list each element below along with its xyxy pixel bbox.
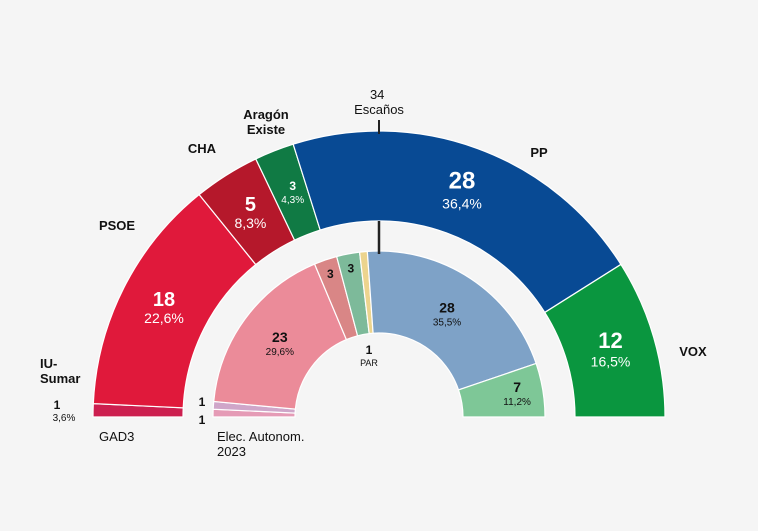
outer-pct-psoe: 22,6% [144, 310, 184, 326]
inner-series-label: Elec. Autonom. 2023 [217, 429, 308, 459]
inner-seats-vox: 7 [513, 379, 521, 395]
outer-seats-cha: 5 [245, 194, 256, 216]
inner-series-label-line-1: Elec. Autonom. [217, 429, 304, 444]
outer-pct-pp: 36,4% [442, 196, 482, 212]
majority-label: 34 Escaños [354, 87, 404, 117]
inner-pct-psoe: 29,6% [266, 347, 294, 358]
party-name-aragon-existe-line-1: Aragón [243, 107, 289, 122]
party-name-pp-line-1: PP [530, 145, 548, 160]
inner-seats-pp: 28 [439, 300, 455, 316]
party-name-iu-sumar-line-2: Sumar [40, 371, 80, 386]
inner-name-par: PAR [360, 358, 378, 368]
majority-seats-text: 34 [370, 87, 384, 102]
outer-ring [92, 130, 666, 418]
outer-seats-iu-sumar: 1 [54, 398, 61, 412]
inner-seats-psoe: 23 [272, 329, 288, 345]
outer-pct-iu-sumar: 3,6% [53, 413, 76, 424]
outer-seats-pp: 28 [449, 168, 476, 195]
outer-pct-cha: 8,3% [234, 215, 266, 231]
outer-series-label: GAD3 [99, 429, 134, 444]
party-name-cha: CHA [188, 141, 217, 156]
inner-seats-cha: 3 [327, 267, 334, 281]
outer-pct-vox: 16,5% [591, 354, 631, 370]
party-name-iu-sumar-line-1: IU- [40, 356, 57, 371]
inner-pct-pp: 35,5% [433, 318, 461, 329]
party-name-psoe-line-1: PSOE [99, 218, 135, 233]
outer-seats-vox: 12 [598, 328, 622, 353]
majority-unit-text: Escaños [354, 102, 404, 117]
inner-ring [212, 250, 546, 418]
party-name-vox: VOX [679, 344, 707, 359]
party-name-aragon-existe: Aragón Existe [243, 107, 289, 137]
inner-slice-pp [366, 250, 537, 391]
party-name-psoe: PSOE [99, 218, 135, 233]
outer-slice-vox [543, 263, 666, 418]
inner-seats-aragon-existe: 3 [348, 262, 355, 276]
party-name-aragon-existe-line-2: Existe [247, 122, 285, 137]
party-name-iu-sumar: IU-Sumar [40, 356, 80, 386]
inner-series-label-line-2: 2023 [217, 444, 246, 459]
party-name-cha-line-1: CHA [188, 141, 217, 156]
party-name-pp: PP [530, 145, 548, 160]
inner-slice-vox [457, 362, 546, 418]
outer-seats-psoe: 18 [153, 289, 175, 311]
inner-seats-iu-sumar: 1 [199, 413, 206, 427]
inner-pct-vox: 11,2% [503, 397, 531, 408]
outer-pct-aragon-existe: 4,3% [281, 195, 304, 206]
inner-slice-psoe [213, 263, 348, 410]
outer-seats-aragon-existe: 3 [289, 179, 296, 193]
party-name-vox-line-1: VOX [679, 344, 707, 359]
inner-seats-podemos: 1 [199, 395, 206, 409]
inner-seats-par: 1 [366, 343, 373, 357]
